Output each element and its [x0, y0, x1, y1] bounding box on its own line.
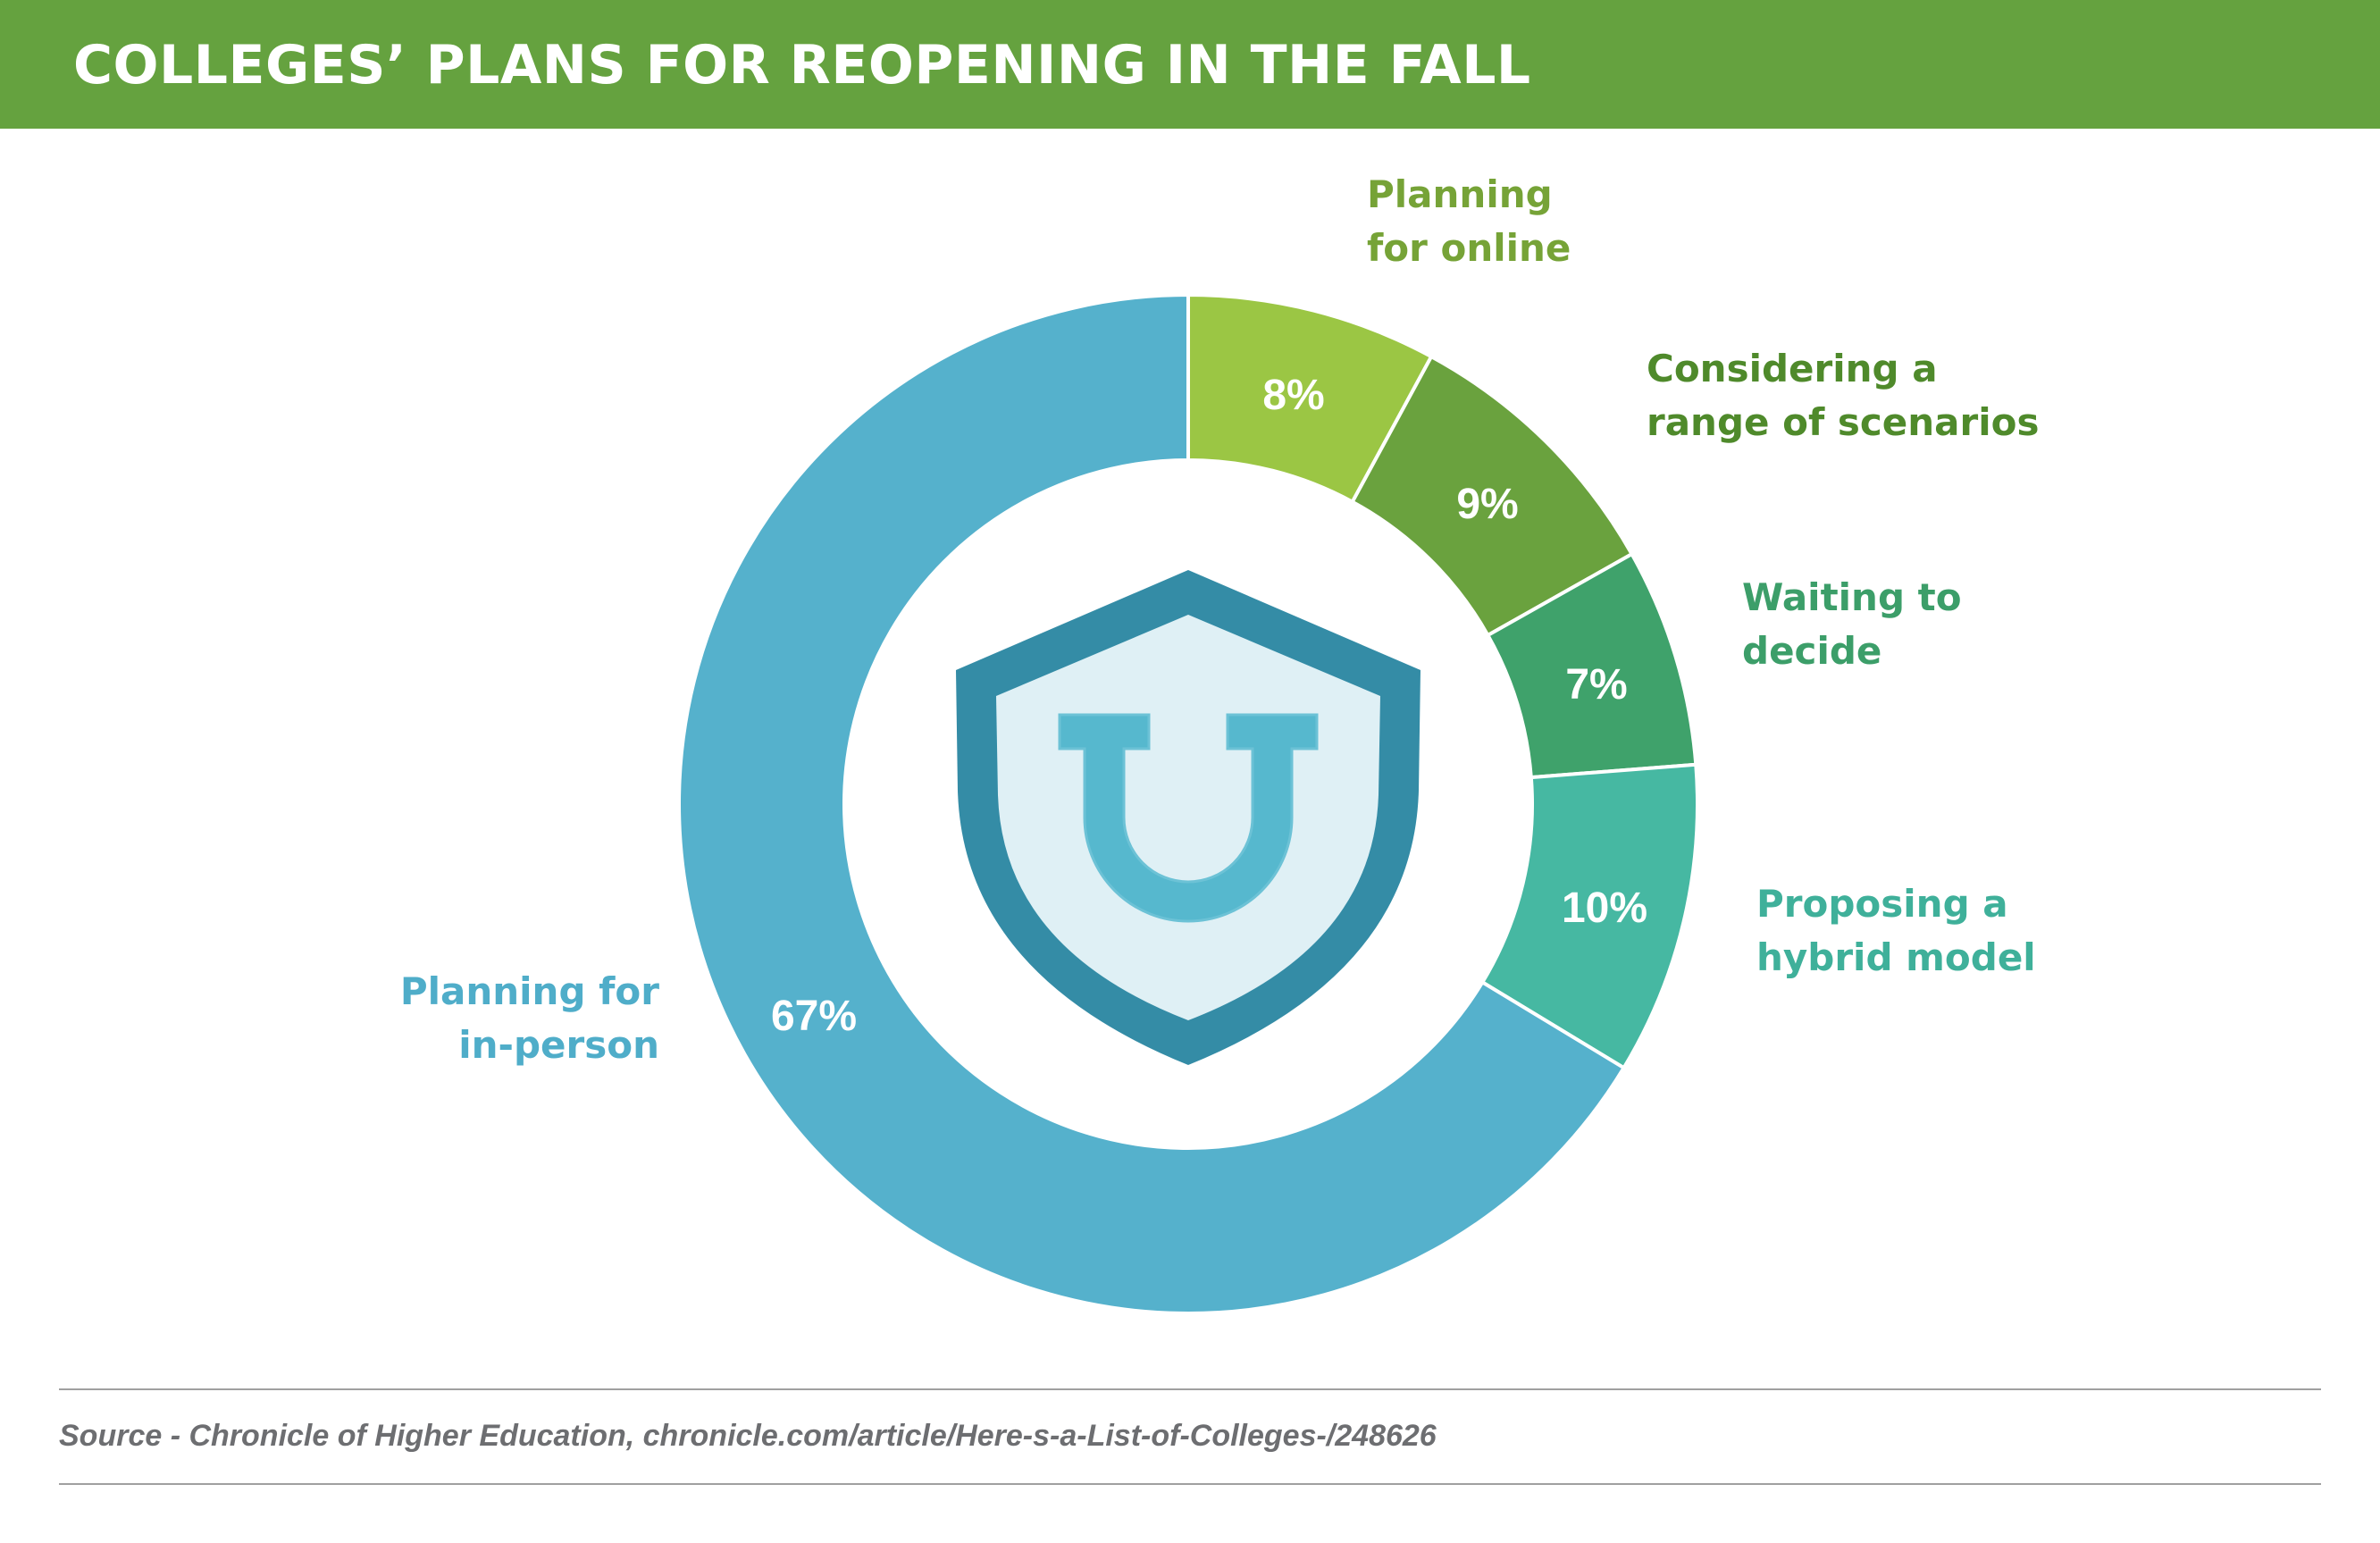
chart-title: COLLEGES’ PLANS FOR REOPENING IN THE FAL…: [73, 34, 1531, 96]
slice-category-label-line: Waiting to: [1742, 575, 1962, 619]
header-bar: COLLEGES’ PLANS FOR REOPENING IN THE FAL…: [0, 0, 2380, 129]
chart-slices: [677, 292, 1699, 1315]
slice-category-label-line: in-person: [458, 1023, 659, 1067]
slice-category-label-line: Considering a: [1647, 347, 1938, 390]
slice-category-label: Planning for in-person: [400, 969, 659, 1067]
slice-value-label: 10%: [1562, 885, 1647, 932]
chart-category-labels: Planning for online Considering a range of …: [400, 172, 2040, 1067]
bottom-divider: [59, 1483, 2321, 1485]
shield-u-icon: [956, 570, 1420, 1065]
slice-category-label-line: Planning for: [400, 969, 659, 1013]
slice-category-label: Planning for online: [1367, 172, 1571, 270]
slice-category-label: Considering a range of scenarios: [1647, 347, 2039, 444]
source-note: Source - Chronicle of Higher Education, …: [59, 1419, 1437, 1453]
slice-value-label: 9%: [1456, 481, 1518, 528]
slice-category-label-line: Proposing a: [1756, 882, 2008, 926]
slice-category-label-line: hybrid model: [1756, 935, 2036, 979]
chart-value-labels: 8% 9% 7% 10% 67%: [771, 372, 1647, 1040]
slice-category-label: Waiting to decide: [1742, 575, 1962, 673]
slice-category-label-line: decide: [1742, 629, 1881, 673]
u-letter: [1058, 713, 1319, 923]
top-divider: [59, 1388, 2321, 1390]
slice-value-label: 8%: [1262, 372, 1324, 419]
slice-category-label-line: Planning: [1367, 172, 1553, 216]
slice-category-label-line: range of scenarios: [1647, 400, 2039, 444]
donut-slice: [677, 292, 1627, 1315]
slice-category-label-line: for online: [1367, 226, 1571, 270]
slice-value-label: 67%: [771, 993, 857, 1040]
slice-category-label: Proposing a hybrid model: [1756, 882, 2036, 979]
slice-value-label: 7%: [1565, 661, 1627, 709]
